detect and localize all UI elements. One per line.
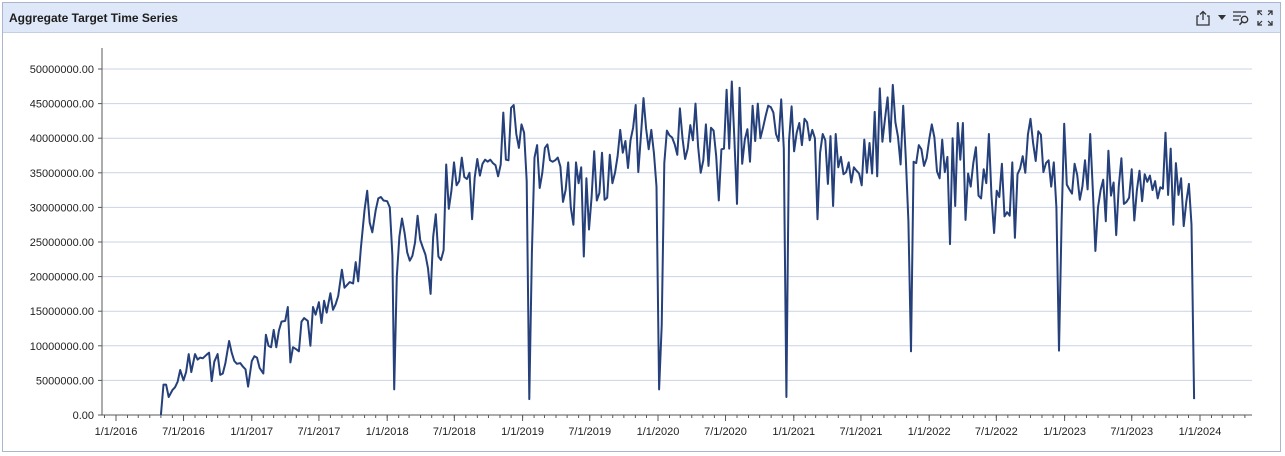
- fullscreen-icon[interactable]: [1256, 9, 1274, 27]
- x-tick-label: 7/1/2019: [568, 426, 611, 438]
- x-tick-label: 7/1/2023: [1110, 426, 1153, 438]
- x-tick-label: 7/1/2016: [162, 426, 205, 438]
- panel-titlebar: Aggregate Target Time Series: [3, 3, 1280, 33]
- y-tick-label: 5000000.00: [36, 375, 94, 387]
- x-tick-label: 1/1/2021: [772, 426, 815, 438]
- x-tick-label: 7/1/2018: [433, 426, 476, 438]
- export-icon[interactable]: [1194, 9, 1212, 27]
- y-tick-label: 30000000.00: [30, 202, 94, 214]
- y-tick-label: 25000000.00: [30, 237, 94, 249]
- x-tick-label: 7/1/2020: [704, 426, 747, 438]
- y-tick-label: 35000000.00: [30, 168, 94, 180]
- x-tick-label: 1/1/2020: [637, 426, 680, 438]
- x-tick-label: 1/1/2019: [501, 426, 544, 438]
- y-tick-label: 50000000.00: [30, 64, 94, 76]
- filter-search-icon[interactable]: [1232, 9, 1250, 27]
- panel-toolbar: [1194, 9, 1274, 27]
- x-tick-label: 1/1/2018: [366, 426, 409, 438]
- x-tick-label: 7/1/2017: [298, 426, 341, 438]
- x-tick-label: 1/1/2024: [1179, 426, 1222, 438]
- x-tick-label: 7/1/2022: [975, 426, 1018, 438]
- y-tick-label: 0.00: [73, 410, 94, 422]
- y-tick-label: 45000000.00: [30, 99, 94, 111]
- y-tick-label: 20000000.00: [30, 272, 94, 284]
- y-tick-label: 15000000.00: [30, 306, 94, 318]
- series-layer: [159, 80, 1196, 416]
- panel-title: Aggregate Target Time Series: [9, 11, 178, 25]
- y-tick-label: 40000000.00: [30, 133, 94, 145]
- axes: 0.00 5000000.00 10000000.00 15000000.00 2000…: [30, 48, 1252, 438]
- x-tick-label: 1/1/2022: [908, 426, 951, 438]
- x-tick-label: 1/1/2016: [95, 426, 138, 438]
- series-line: [159, 80, 1196, 416]
- x-tick-label: 1/1/2023: [1043, 426, 1086, 438]
- x-tick-label: 1/1/2017: [230, 426, 273, 438]
- x-tick-label: 7/1/2021: [840, 426, 883, 438]
- y-tick-label: 10000000.00: [30, 341, 94, 353]
- dropdown-caret-icon[interactable]: [1218, 9, 1226, 27]
